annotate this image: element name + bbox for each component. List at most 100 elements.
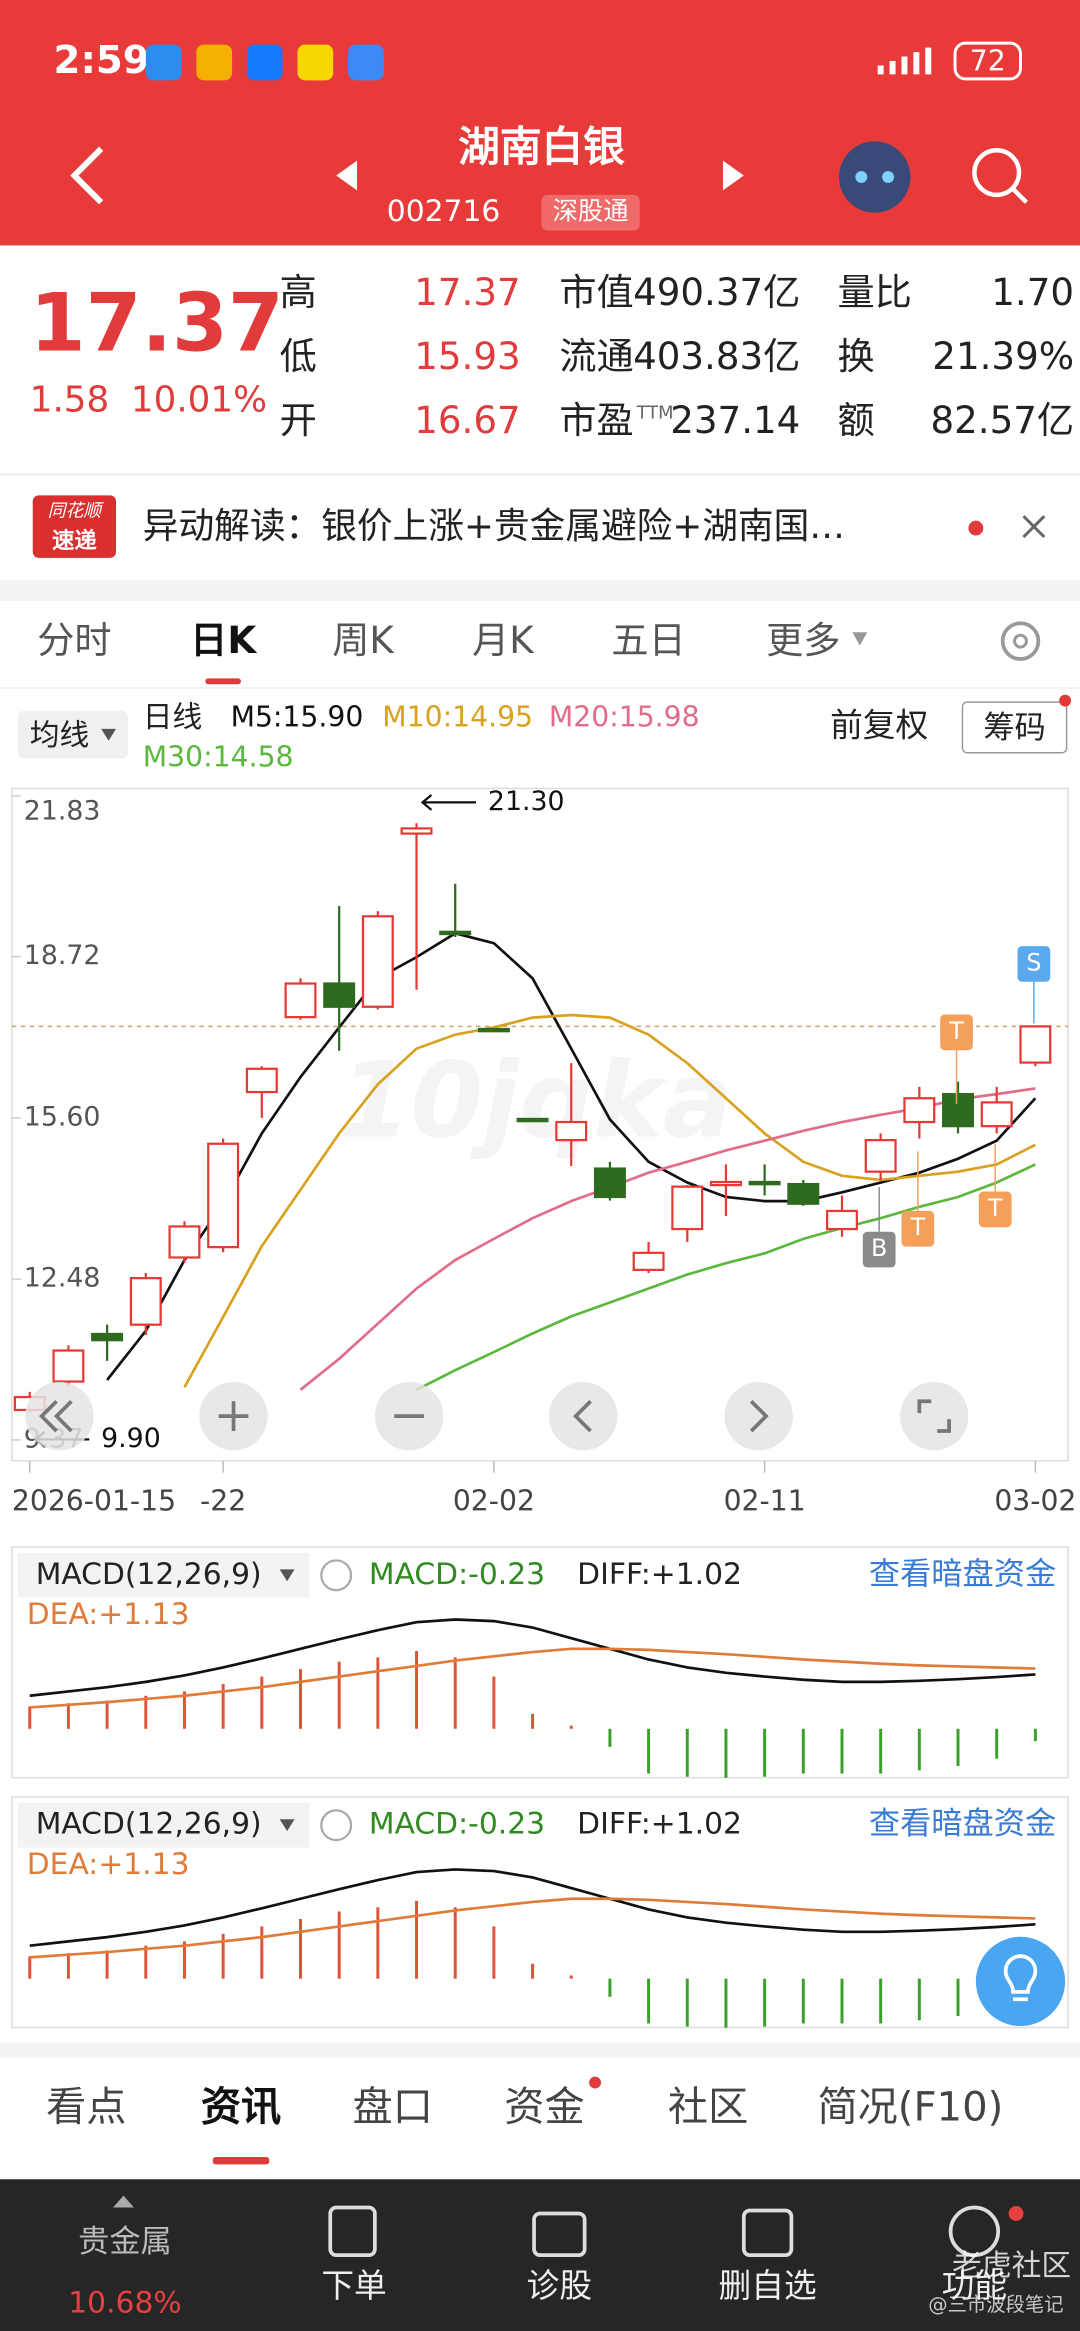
kline-frame: [11, 787, 1069, 1462]
control-prev[interactable]: [548, 1381, 618, 1451]
search-handle: [1011, 187, 1029, 204]
control-icons: [39, 1399, 951, 1433]
info-tab[interactable]: 资金: [504, 2084, 584, 2130]
annotation-label: 21.30: [488, 786, 565, 817]
candle-body: [129, 1277, 162, 1326]
candle-body: [1019, 1025, 1052, 1064]
icon-remove: [741, 2208, 794, 2257]
battery-level: 72: [970, 44, 1006, 77]
annotation-arrow: [420, 794, 477, 811]
ma-legend: M30:14.58: [143, 741, 294, 774]
ma-legend: M10:14.95: [382, 700, 533, 733]
period-tab[interactable]: 分时: [37, 618, 111, 662]
ma-button-label: 均线: [30, 718, 90, 753]
signal-label: S: [1026, 948, 1041, 976]
news-logo-text: 同花顺: [48, 501, 105, 522]
stock-tag: 深股通: [553, 197, 629, 226]
tab-dot: [589, 2076, 601, 2089]
header-bg: [0, 0, 1080, 246]
assistant-button[interactable]: [975, 1936, 1066, 2027]
bottom-item[interactable]: 删自选: [719, 2267, 817, 2305]
status-icon: [348, 44, 384, 81]
stock-code: 002716: [387, 194, 501, 229]
quote-label: 流通: [559, 334, 633, 378]
candle-body: [323, 982, 356, 1008]
quote-label: 市盈: [559, 398, 633, 442]
period-tab[interactable]: 五日: [611, 618, 685, 662]
sector-caret: [113, 2195, 134, 2208]
quote-grid: 高 17.37 市值 490.37亿 量比 1.70 低 15.93 流通 403.83亿换 21.…: [280, 270, 1074, 442]
help-icon: [320, 1559, 353, 1592]
bottom-item[interactable]: 诊股: [527, 2267, 592, 2305]
info-tab[interactable]: 简况(F10): [817, 2084, 1003, 2130]
quote-label: 量比: [838, 270, 912, 314]
sector-name[interactable]: 贵金属: [78, 2224, 172, 2260]
status-icon: [246, 44, 283, 81]
next-stock[interactable]: [722, 160, 744, 191]
period-tab[interactable]: 周K: [332, 618, 395, 662]
close-news[interactable]: [1022, 515, 1046, 539]
bottom-item[interactable]: 下单: [321, 2267, 386, 2305]
robot-eye: [855, 171, 868, 183]
macd-title: MACD(12,26,9): [36, 1557, 262, 1592]
diff-line: [29, 1618, 1036, 1698]
signal-badge: [901, 1210, 935, 1247]
quote-value: 490.37亿: [633, 270, 800, 314]
ma-legend: M20:15.98: [549, 700, 700, 733]
back-button[interactable]: [70, 146, 104, 205]
period-tab[interactable]: 日K: [190, 618, 257, 662]
control-fullscreen[interactable]: [900, 1381, 969, 1451]
dea-line: [29, 1897, 1036, 1959]
candle-body: [477, 1027, 510, 1033]
info-tab[interactable]: 盘口: [353, 2084, 433, 2130]
candle-body: [787, 1182, 820, 1205]
candle-body: [632, 1251, 665, 1271]
period-tab[interactable]: 月K: [472, 618, 535, 662]
separator: [0, 2042, 1080, 2058]
kline-plot: 21.8318.7215.6012.489.372026-01-15-2202-…: [11, 786, 1076, 1517]
candle-body: [864, 1139, 897, 1173]
period-label: 日线: [143, 700, 203, 735]
chip-button[interactable]: [961, 701, 1068, 754]
control-next[interactable]: [724, 1381, 793, 1451]
control-rewind[interactable]: [25, 1381, 94, 1451]
signal-label: T: [910, 1213, 926, 1241]
status-icon: [145, 44, 182, 81]
quote-label: 低: [280, 334, 317, 378]
ma-button[interactable]: [17, 711, 128, 759]
y-tick-label: 21.83: [24, 796, 101, 827]
battery: [953, 41, 1022, 81]
info-tab[interactable]: 看点: [46, 2084, 126, 2130]
macd-link[interactable]: 查看暗盘资金: [869, 1556, 1056, 1592]
y-tick-label: 15.60: [24, 1101, 101, 1132]
info-tab[interactable]: 资讯: [201, 2084, 281, 2130]
info-tab[interactable]: 社区: [668, 2084, 748, 2130]
candle-body: [91, 1332, 124, 1342]
macd-link[interactable]: 查看暗盘资金: [869, 1806, 1056, 1842]
candle-body: [52, 1349, 85, 1383]
signal-badge: [978, 1191, 1012, 1228]
candle-body: [284, 982, 317, 1019]
icon-order: [328, 2205, 377, 2257]
bottom-item[interactable]: 功能: [942, 2267, 1007, 2305]
sector-pct: 10.68%: [68, 2286, 181, 2321]
signal-icon: [877, 47, 932, 75]
search-button[interactable]: [972, 148, 1022, 198]
period-tab[interactable]: 更多: [766, 618, 840, 662]
info-tabs: 看点 资讯 盘口 资金 社区 简况(F10): [46, 2084, 1003, 2130]
settings-button[interactable]: [1000, 621, 1041, 661]
candle-body: [748, 1180, 781, 1186]
help-icon: [320, 1809, 353, 1842]
quote-label: 开: [280, 398, 317, 442]
robot-icon[interactable]: [839, 141, 911, 213]
quote-label: 额: [838, 398, 875, 442]
prev-stock[interactable]: [336, 160, 358, 191]
x-tick-label: -22: [200, 1484, 246, 1517]
diff-line: [29, 1868, 1036, 1947]
adjust-mode[interactable]: 前复权: [830, 706, 928, 744]
news-text[interactable]: 异动解读：银价上涨+贵金属避险+湖南国…: [143, 506, 845, 547]
signal-label: T: [987, 1194, 1003, 1222]
diff-value: DIFF:+1.02: [577, 1557, 742, 1592]
candle-body: [361, 915, 394, 1008]
